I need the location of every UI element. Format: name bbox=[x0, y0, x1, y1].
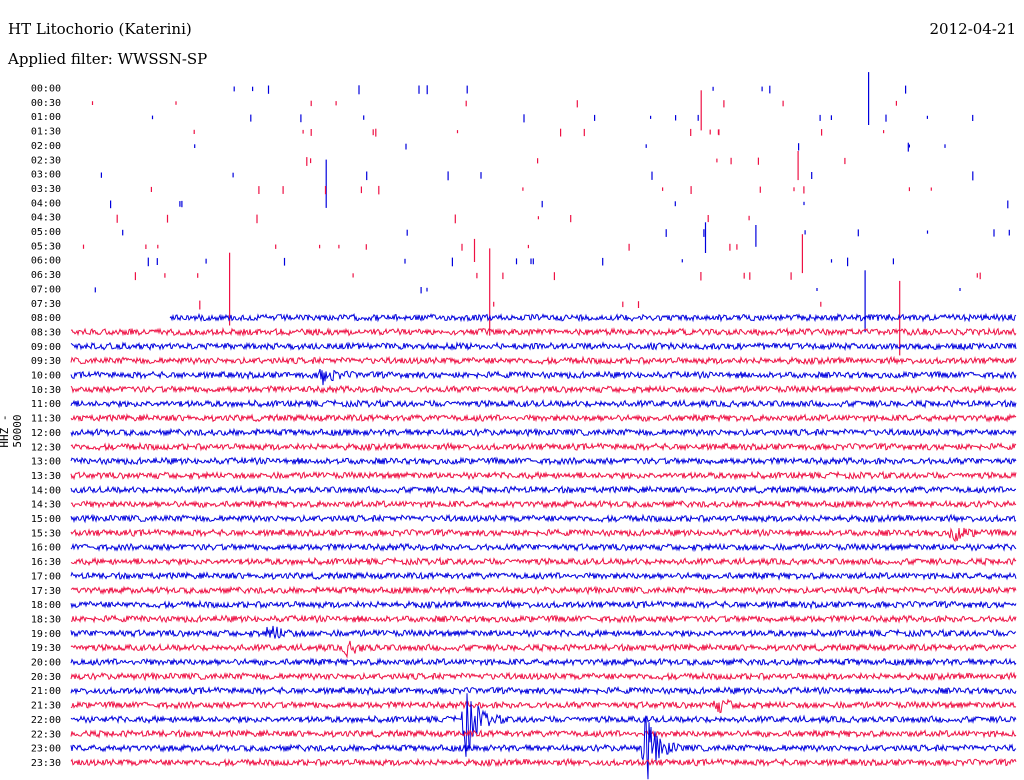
row-time-label: 17:00 bbox=[31, 571, 61, 582]
row-time-label: 07:30 bbox=[31, 299, 61, 310]
row-time-label: 13:00 bbox=[31, 457, 61, 468]
trace-row bbox=[70, 470, 1017, 481]
row-time-label: 07:00 bbox=[31, 284, 61, 295]
row-time-label: 15:00 bbox=[31, 514, 61, 525]
trace-row bbox=[70, 456, 1017, 466]
trace-row-sparse bbox=[194, 142, 946, 152]
trace-row-sparse bbox=[134, 248, 981, 336]
trace-row-sparse bbox=[91, 90, 898, 131]
row-time-label: 23:30 bbox=[31, 758, 61, 769]
trace-row bbox=[70, 398, 1017, 409]
trace-row-sparse bbox=[109, 200, 1009, 209]
row-time-label: 01:00 bbox=[31, 112, 61, 123]
row-time-label: 14:30 bbox=[31, 500, 61, 511]
row-time-label: 04:30 bbox=[31, 213, 61, 224]
trace-row bbox=[70, 728, 1017, 739]
row-time-label: 09:00 bbox=[31, 342, 61, 353]
row-time-label: 10:30 bbox=[31, 385, 61, 396]
trace-row bbox=[169, 312, 1017, 323]
row-time-label: 11:30 bbox=[31, 414, 61, 425]
row-time-label: 20:00 bbox=[31, 658, 61, 669]
row-time-label: 18:30 bbox=[31, 614, 61, 625]
row-time-label: 20:30 bbox=[31, 672, 61, 683]
row-time-label: 16:30 bbox=[31, 557, 61, 568]
row-time-label: 12:30 bbox=[31, 442, 61, 453]
row-time-label: 08:30 bbox=[31, 327, 61, 338]
trace-row bbox=[70, 693, 1017, 757]
row-time-label: 11:00 bbox=[31, 399, 61, 410]
trace-row bbox=[70, 556, 1017, 567]
row-time-label: 02:00 bbox=[31, 141, 61, 152]
trace-row bbox=[70, 640, 1017, 659]
filter-label: Applied filter: WWSSN-SP bbox=[8, 50, 208, 68]
trace-row bbox=[70, 384, 1017, 395]
date-label: 2012-04-21 bbox=[929, 20, 1016, 38]
trace-row-sparse bbox=[116, 214, 750, 224]
trace-row bbox=[70, 657, 1017, 667]
trace-row bbox=[70, 698, 1017, 714]
row-time-label: 15:30 bbox=[31, 528, 61, 539]
trace-row bbox=[70, 499, 1017, 509]
trace-row-sparse bbox=[193, 128, 885, 137]
trace-row bbox=[70, 715, 1017, 780]
trace-row bbox=[70, 527, 1017, 543]
row-time-label: 06:30 bbox=[31, 270, 61, 281]
trace-row bbox=[70, 685, 1017, 696]
trace-row-sparse bbox=[151, 114, 974, 123]
row-time-label: 14:00 bbox=[31, 485, 61, 496]
trace-row bbox=[70, 441, 1017, 452]
trace-row bbox=[70, 341, 1017, 352]
trace-row-sparse bbox=[122, 222, 1010, 253]
row-time-label: 19:30 bbox=[31, 643, 61, 654]
trace-row bbox=[70, 625, 1017, 639]
row-time-label: 09:30 bbox=[31, 356, 61, 367]
row-time-label: 22:30 bbox=[31, 729, 61, 740]
trace-row bbox=[70, 599, 1017, 610]
row-time-label: 12:00 bbox=[31, 428, 61, 439]
trace-row-sparse bbox=[82, 234, 804, 274]
row-time-label: 06:00 bbox=[31, 256, 61, 267]
trace-row bbox=[70, 484, 1017, 495]
trace-row-sparse bbox=[233, 72, 907, 125]
row-time-label: 21:30 bbox=[31, 701, 61, 712]
row-time-label: 21:00 bbox=[31, 686, 61, 697]
row-time-label: 05:30 bbox=[31, 241, 61, 252]
trace-row bbox=[70, 355, 1017, 366]
trace-row bbox=[70, 413, 1017, 423]
trace-row-sparse bbox=[100, 159, 974, 208]
row-time-label: 08:00 bbox=[31, 313, 61, 324]
trace-row-sparse bbox=[147, 257, 895, 267]
station-title: HT Litochorio (Katerini) bbox=[8, 20, 192, 38]
row-time-label: 16:00 bbox=[31, 543, 61, 554]
row-time-label: 22:00 bbox=[31, 715, 61, 726]
trace-row-sparse bbox=[150, 185, 932, 195]
trace-row bbox=[70, 368, 1017, 386]
row-time-label: 17:30 bbox=[31, 586, 61, 597]
row-time-label: 03:00 bbox=[31, 170, 61, 181]
trace-row bbox=[71, 614, 1017, 624]
row-time-label: 19:00 bbox=[31, 629, 61, 640]
row-time-label: 04:00 bbox=[31, 198, 61, 209]
trace-row bbox=[70, 585, 1017, 596]
row-time-label: 05:00 bbox=[31, 227, 61, 238]
trace-row bbox=[70, 571, 1017, 581]
trace-row bbox=[70, 427, 1017, 438]
row-time-label: 00:30 bbox=[31, 98, 61, 109]
row-time-label: 02:30 bbox=[31, 155, 61, 166]
row-time-label: 00:00 bbox=[31, 84, 61, 95]
row-time-label: 10:00 bbox=[31, 371, 61, 382]
trace-row bbox=[70, 327, 1017, 337]
trace-row bbox=[70, 757, 1017, 768]
row-time-label: 23:00 bbox=[31, 744, 61, 755]
trace-row-sparse bbox=[94, 270, 961, 333]
row-time-label: 13:30 bbox=[31, 471, 61, 482]
trace-row bbox=[70, 542, 1017, 553]
trace-row-sparse bbox=[306, 151, 846, 181]
trace-row bbox=[70, 513, 1017, 524]
trace-row bbox=[70, 671, 1017, 682]
row-time-label: 03:30 bbox=[31, 184, 61, 195]
row-time-label: 01:30 bbox=[31, 127, 61, 138]
row-time-label: 18:00 bbox=[31, 600, 61, 611]
